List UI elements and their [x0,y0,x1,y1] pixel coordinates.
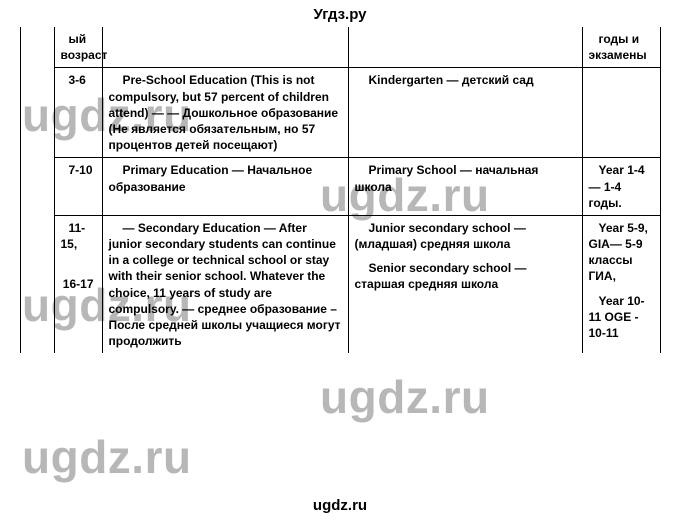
cell-age-header: ый возраст [54,27,102,68]
cell-text: 7-10 [61,162,96,178]
cell-years-header: годы и экзамены [582,27,660,68]
cell-empty [20,68,54,158]
cell-text: Primary School — начальная школа [355,162,576,194]
cell-text: годы и экзамены [589,31,654,63]
cell-school-type: Kindergarten — детский сад [348,68,582,158]
cell-text: Primary Education — Начальное образовани… [109,162,342,194]
header-title: Угдз.ру [0,0,680,27]
cell-text: Year 10-11 OGE - 10-11 [589,293,654,342]
education-table: ый возраст годы и экзамены 3-6 Pre-Schoo… [20,27,661,353]
cell-education-type: Primary Education — Начальное образовани… [102,158,348,216]
cell-empty [20,215,54,353]
cell-years: Year 1-4 — 1-4 годы. [582,158,660,216]
cell-empty [348,27,582,68]
page: Угдз.ру ый возраст годы и экзамены 3-6 P… [0,0,680,520]
cell-school-type: Junior secondary school — (младшая) сред… [348,215,582,353]
footer-title: ugdz.ru [0,497,680,514]
cell-empty [102,27,348,68]
cell-education-type: Pre-School Education (This is not compul… [102,68,348,158]
cell-text: 3-6 [61,72,96,88]
cell-age: 11-15, 16-17 [54,215,102,353]
cell-text: Pre-School Education (This is not compul… [109,72,342,153]
cell-age: 3-6 [54,68,102,158]
watermark-text: ugdz.ru [320,370,490,424]
table-row: 11-15, 16-17 — Secondary Education — Aft… [20,215,660,353]
cell-text: Kindergarten — детский сад [355,72,576,88]
cell-text: — Secondary Education — After junior sec… [109,220,342,350]
cell-text: Year 1-4 — 1-4 годы. [589,162,654,211]
watermark-text: ugdz.ru [22,430,192,484]
cell-empty [20,27,54,68]
table-row: 7-10 Primary Education — Начальное образ… [20,158,660,216]
cell-text: 11-15, [61,220,96,252]
table-row: ый возраст годы и экзамены [20,27,660,68]
cell-text: ый возраст [61,31,96,63]
cell-education-type: — Secondary Education — After junior sec… [102,215,348,353]
cell-years: Year 5-9, GIA— 5-9 классы ГИА, Year 10-1… [582,215,660,353]
cell-text: Year 5-9, GIA— 5-9 классы ГИА, [589,220,654,285]
cell-years [582,68,660,158]
cell-age: 7-10 [54,158,102,216]
cell-school-type: Primary School — начальная школа [348,158,582,216]
cell-empty [20,158,54,216]
table-row: 3-6 Pre-School Education (This is not co… [20,68,660,158]
cell-text: 16-17 [61,276,96,292]
cell-text: Junior secondary school — (младшая) сред… [355,220,576,252]
cell-text: Senior secondary school — старшая средня… [355,260,576,292]
